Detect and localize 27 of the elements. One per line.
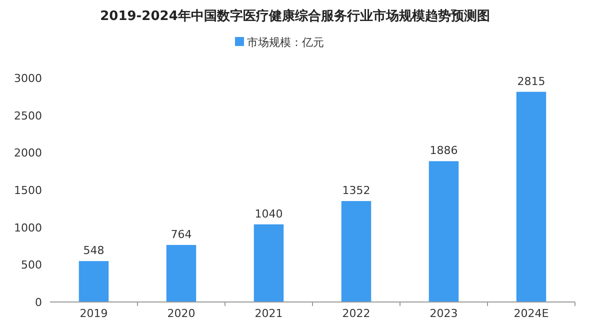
y-tick-label: 3000 (14, 72, 42, 85)
bar (166, 244, 196, 302)
y-tick-label: 1500 (14, 184, 42, 197)
bar (428, 161, 459, 302)
data-label: 764 (170, 228, 192, 241)
data-label: 1040 (254, 207, 283, 220)
bar (78, 261, 109, 302)
x-tick-label: 2022 (342, 307, 370, 320)
x-tick-label: 2023 (430, 307, 458, 320)
x-tick-label: 2019 (80, 307, 108, 320)
bar (254, 224, 284, 302)
y-tick-label: 1000 (14, 221, 42, 234)
y-tick-label: 0 (35, 296, 42, 309)
data-label: 1352 (342, 184, 370, 198)
y-tick-label: 500 (21, 258, 42, 272)
x-tick-label: 2024E (514, 307, 549, 320)
y-tick-label: 2000 (14, 146, 42, 160)
x-tick-label: 2020 (167, 307, 196, 320)
data-label: 2815 (517, 74, 546, 88)
x-tick-label: 2021 (254, 307, 283, 320)
data-label: 548 (83, 244, 104, 258)
bar (516, 92, 546, 302)
bar (341, 201, 372, 302)
y-tick-label: 2500 (14, 109, 42, 122)
data-label: 1886 (430, 144, 458, 158)
chart-title: 2019-2024年中国数字医疗健康综合服务行业市场规模趋势预测图 (100, 8, 490, 24)
legend-label: 市场规模：亿元 (247, 36, 324, 49)
